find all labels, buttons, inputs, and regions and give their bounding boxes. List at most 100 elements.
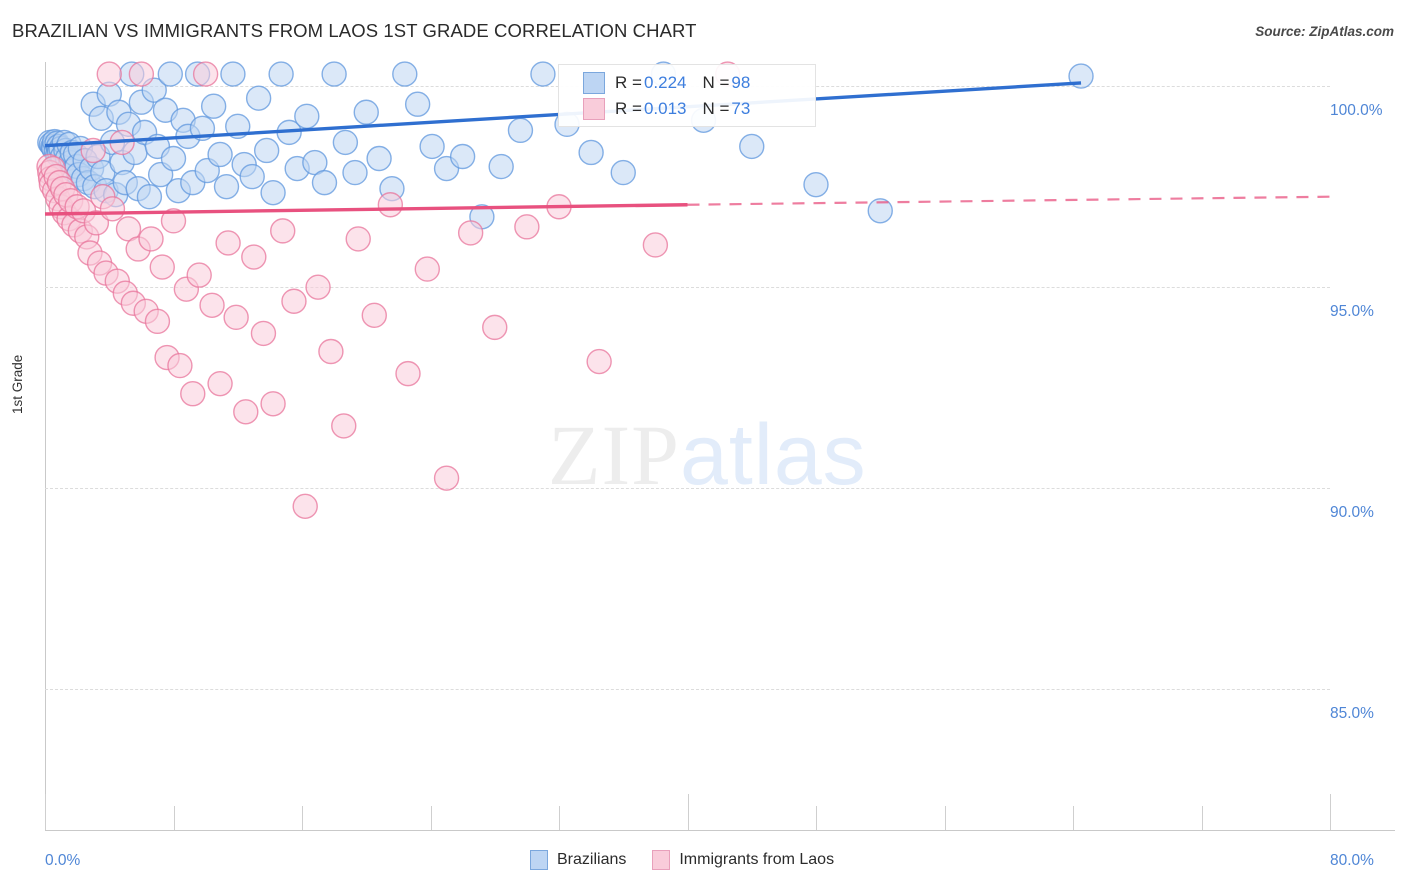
legend-label-laos: Immigrants from Laos <box>679 851 835 868</box>
stats-swatch-brazilians <box>583 72 605 94</box>
data-point <box>96 61 122 87</box>
data-point <box>642 232 669 258</box>
stats-n-label-blue: N = <box>702 73 730 92</box>
plot-area <box>36 61 1331 830</box>
data-point <box>144 308 171 335</box>
data-point <box>186 262 212 288</box>
data-point <box>268 61 294 87</box>
stats-r-value-blue: 0.224 <box>643 73 687 92</box>
data-point <box>207 141 233 168</box>
y-axis-tick-label: 100.0% <box>1330 102 1383 120</box>
gridline <box>45 287 1330 289</box>
data-point <box>739 133 765 160</box>
data-point <box>867 198 893 224</box>
data-point <box>160 145 187 172</box>
data-point <box>281 288 307 314</box>
x-axis-tick <box>173 806 175 830</box>
data-point <box>167 352 193 379</box>
x-axis-tick <box>1330 794 1331 830</box>
x-axis-tick-label-min: 0.0% <box>45 852 81 869</box>
data-point <box>404 91 431 117</box>
trend-line-extrapolated <box>687 195 1331 206</box>
data-point <box>157 61 183 87</box>
data-point <box>395 360 421 387</box>
scatter-plot <box>36 61 1331 520</box>
stats-row-brazilians: R = 0.224 N = 98 <box>583 70 750 96</box>
source-note: Source: ZipAtlas.com <box>1255 24 1394 39</box>
legend-swatch-laos <box>652 850 671 870</box>
data-point <box>803 171 829 198</box>
data-point <box>331 413 357 439</box>
data-point <box>361 302 387 329</box>
data-point <box>160 208 187 234</box>
gridline <box>45 689 1330 691</box>
stats-r-value-pink: 0.013 <box>643 99 687 118</box>
legend-swatch-brazilians <box>530 850 548 870</box>
data-point <box>294 103 320 129</box>
stats-n-value-pink: 73 <box>731 99 751 118</box>
data-point <box>233 399 259 425</box>
data-point <box>332 129 359 156</box>
y-axis-tick-label: 95.0% <box>1330 303 1374 321</box>
data-point <box>578 139 604 166</box>
x-axis-tick <box>45 794 46 830</box>
stats-n-value-blue: 98 <box>731 73 751 92</box>
data-point <box>213 173 240 200</box>
data-point <box>414 256 440 282</box>
stats-n-label-pink: N = <box>702 99 730 118</box>
y-axis-tick-label: 90.0% <box>1330 504 1374 522</box>
data-point <box>138 226 164 252</box>
data-point <box>149 254 175 280</box>
data-point <box>223 304 249 331</box>
data-point <box>136 184 163 210</box>
data-point <box>207 370 233 397</box>
data-point <box>128 61 155 87</box>
data-point <box>192 61 219 87</box>
page-title: BRAZILIAN VS IMMIGRANTS FROM LAOS 1ST GR… <box>12 20 697 41</box>
data-point <box>311 169 338 196</box>
data-point <box>318 338 344 365</box>
x-axis-tick <box>944 806 946 830</box>
x-axis-tick <box>559 806 560 830</box>
trend-line <box>44 203 688 216</box>
data-point <box>392 61 418 87</box>
data-point <box>610 159 636 186</box>
x-axis-tick <box>1073 806 1074 830</box>
data-point <box>482 314 508 341</box>
stats-r-label-pink: R = <box>615 99 642 118</box>
data-point <box>433 465 460 491</box>
data-point <box>488 153 514 180</box>
data-point <box>241 244 267 270</box>
chart-legend: Brazilians Immigrants from Laos <box>530 850 850 870</box>
data-point <box>292 493 318 520</box>
x-axis-tick <box>302 806 303 830</box>
data-point <box>530 61 556 87</box>
legend-item-brazilians[interactable]: Brazilians <box>530 850 626 870</box>
data-point <box>419 133 445 160</box>
data-point <box>215 230 241 256</box>
y-axis-tick-label: 85.0% <box>1330 705 1374 723</box>
data-point <box>260 391 286 417</box>
data-point <box>220 61 246 87</box>
stats-r-label-blue: R = <box>615 73 642 92</box>
data-point <box>514 214 540 240</box>
x-axis-tick <box>687 794 689 830</box>
data-point <box>449 143 476 170</box>
y-axis-line <box>45 62 46 830</box>
data-point <box>200 93 227 119</box>
data-point <box>180 381 206 407</box>
data-point <box>99 196 126 222</box>
data-point <box>239 163 265 190</box>
data-point <box>507 117 534 144</box>
data-point <box>345 226 371 252</box>
data-point <box>342 159 368 186</box>
legend-item-laos[interactable]: Immigrants from Laos <box>652 850 834 870</box>
x-axis-tick <box>430 806 432 830</box>
data-point <box>260 179 286 206</box>
data-point <box>321 61 347 87</box>
data-point <box>377 192 404 218</box>
stats-swatch-laos <box>583 98 605 120</box>
x-axis-line <box>45 830 1395 831</box>
x-axis-tick <box>1201 806 1203 830</box>
data-point <box>253 137 280 164</box>
